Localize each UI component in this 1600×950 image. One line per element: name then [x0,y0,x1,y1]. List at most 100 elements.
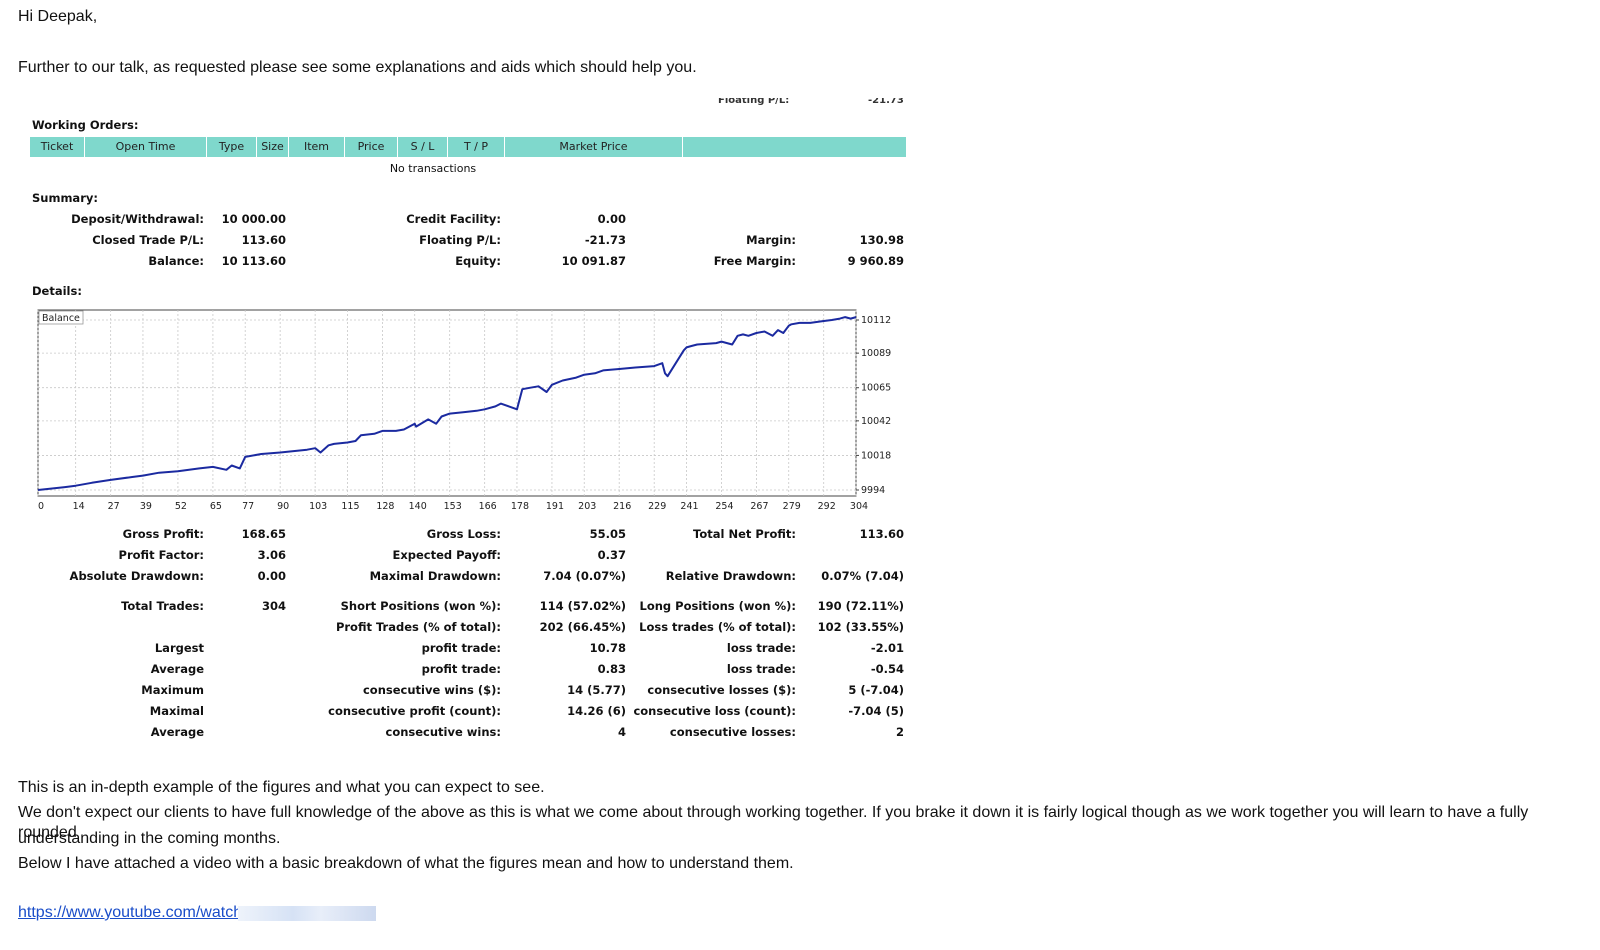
label-col3: Free Margin: [713,254,796,268]
value-col1: 3.06 [257,548,286,562]
label-col2: profit trade: [421,662,501,676]
label-col1: Average [150,725,204,739]
value-col3: 5 (-7.04) [848,683,904,697]
value-col2: 0.83 [597,662,626,676]
value-col3: 130.98 [859,233,904,247]
x-tick-label: 203 [578,501,596,512]
trading-report: Floating P/L: -21.73 Working Orders: Tic… [28,98,920,750]
balance-chart-svg: 0 14 27 39 52 65 77 90 103 115 128 140 153 166 178 191 2… [37,309,891,512]
value-col1: 304 [261,599,286,613]
intro-paragraph: Further to our talk, as requested please… [18,59,697,76]
y-tick-label: 10042 [861,416,891,427]
value-col2: 0.00 [597,212,626,226]
label-col3: Loss trades (% of total): [639,620,796,634]
working-orders-header: Ticket Open Time Type Size Item Price S … [30,137,906,157]
x-tick-label: 0 [38,501,44,512]
col-market-price: Market Price [505,137,683,157]
x-tick-label: 216 [613,501,631,512]
label-col1: Closed Trade P/L: [92,233,204,247]
label-col2: Profit Trades (% of total): [335,620,501,634]
x-tick-label: 77 [242,501,254,512]
x-tick-label: 267 [750,501,768,512]
value-col3: 102 (33.55%) [817,620,904,634]
value-col1: 10 113.60 [221,254,286,268]
value-col2: 114 (57.02%) [539,599,626,613]
label-col2: consecutive wins ($): [362,683,501,697]
x-tick-label: 115 [341,501,359,512]
value-col1: 113.60 [241,233,286,247]
label-col2: Floating P/L: [419,233,501,247]
col-tp: T / P [448,137,505,157]
plot-area [37,309,857,497]
value-col2: 10 091.87 [561,254,626,268]
label-col3: loss trade: [726,662,796,676]
label-col2: consecutive profit (count): [328,704,501,718]
value-col2: 202 (66.45%) [539,620,626,634]
x-tick-label: 254 [715,501,733,512]
col-item: Item [289,137,345,157]
x-tick-label: 140 [409,501,427,512]
label-col1: Profit Factor: [118,548,204,562]
label-col1: Balance: [148,254,204,268]
label-col2: Credit Facility: [406,212,501,226]
label-col1: Average [150,662,204,676]
col-price: Price [345,137,398,157]
value-col2: 4 [617,725,626,739]
label-col3: Long Positions (won %): [639,599,797,613]
col-open-time: Open Time [85,137,207,157]
cut-floating-value: -21.73 [868,98,904,106]
legend-label: Balance [42,313,80,324]
x-tick-label: 39 [140,501,152,512]
y-tick-label: 10089 [861,348,891,359]
x-tick-label: 166 [479,501,497,512]
details-title: Details: [32,284,82,298]
value-col3: -2.01 [870,641,904,655]
value-col1: 10 000.00 [221,212,286,226]
col-sl: S / L [398,137,448,157]
col-type: Type [207,137,257,157]
value-col2: -21.73 [584,233,626,247]
label-col1: Deposit/Withdrawal: [71,212,204,226]
value-col3: 190 (72.11%) [817,599,904,613]
cut-floating-label: Floating P/L: [718,98,790,106]
body-line-4: Below I have attached a video with a bas… [18,855,794,872]
x-tick-label: 52 [175,501,187,512]
body-line-2: We don't expect our clients to have full… [18,804,1529,841]
x-tick-label: 65 [210,501,222,512]
x-tick-label: 304 [850,501,868,512]
label-col2: profit trade: [421,641,501,655]
balance-chart: 0 14 27 39 52 65 77 90 103 115 128 140 153 166 178 191 2… [28,304,920,524]
label-col2: Maximal Drawdown: [369,569,501,583]
x-tick-label: 153 [444,501,462,512]
x-tick-label: 241 [680,501,698,512]
value-col3: 9 960.89 [847,254,904,268]
label-col3: consecutive losses ($): [647,683,796,697]
x-tick-label: 292 [818,501,836,512]
summary-title: Summary: [32,191,98,205]
y-tick-label: 10018 [861,450,891,461]
value-col2: 10.78 [589,641,626,655]
x-tick-label: 90 [277,501,289,512]
x-tick-label: 27 [108,501,120,512]
label-col3: Relative Drawdown: [665,569,796,583]
x-tick-label: 191 [546,501,564,512]
greeting: Hi Deepak, [18,8,98,25]
label-col1: Maximal [149,704,204,718]
youtube-link[interactable]: https://www.youtube.com/watch' [18,904,246,921]
x-tick-label: 128 [376,501,394,512]
value-col1: 0.00 [257,569,286,583]
body-line-1: This is an in-depth example of the figur… [18,779,545,796]
x-tick-label: 178 [511,501,529,512]
label-col3: Margin: [746,233,796,247]
value-col2: 7.04 (0.07%) [543,569,626,583]
label-col1: Maximum [141,683,204,697]
redacted-link-part [238,906,376,921]
legend-box [38,310,84,325]
label-col2: Equity: [455,254,501,268]
no-transactions: No transactions [389,162,477,175]
value-col3: 0.07% (7.04) [821,569,904,583]
label-col2: Gross Loss: [426,527,501,541]
value-col3: 2 [895,725,904,739]
x-tick-label: 279 [783,501,801,512]
label-col2: Expected Payoff: [392,548,502,562]
